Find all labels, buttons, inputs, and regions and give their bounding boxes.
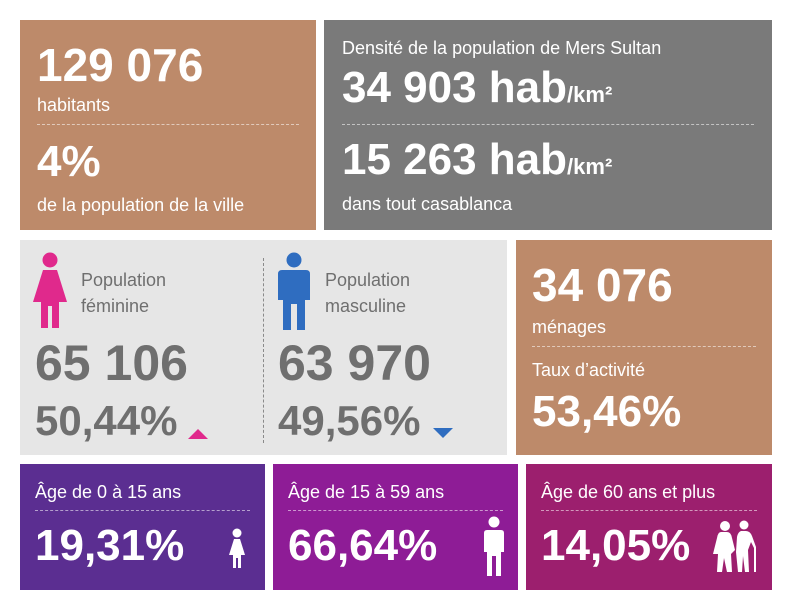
density-city-row: 15 263 hab/km² [342,138,612,182]
age-card-divider [288,510,503,511]
density-card: Densité de la population de Mers Sultan … [324,20,772,230]
households-divider [532,346,756,347]
age-card-0-15: Âge de 0 à 15 ans 19,31% [20,464,265,590]
male-icon [277,252,311,335]
gender-card: Population féminine 65 106 50,44% Popula… [20,240,507,455]
age-card-divider [35,510,250,511]
female-icon [32,252,68,333]
households-label: ménages [532,317,607,337]
female-label-line1: Population [81,270,167,290]
male-label-line1: Population [325,270,411,290]
age-card-label: Âge de 60 ans et plus [541,482,716,502]
female-percent: 50,44% [35,397,178,444]
adult-icon [483,516,505,581]
population-share-label: de la population de la ville [37,195,245,215]
density-city-unit: /km² [567,154,613,179]
activity-rate-value: 53,46% [532,387,682,436]
female-count: 65 106 [35,335,188,391]
age-card-label: Âge de 15 à 59 ans [288,482,445,502]
age-card-percent: 14,05% [541,521,691,570]
age-card-15-59: Âge de 15 à 59 ans 66,64% [273,464,518,590]
population-share-value: 4% [37,137,101,186]
density-title: Densité de la population de Mers Sultan [342,38,662,58]
age-card-60-plus: Âge de 60 ans et plus 14,05% [526,464,772,590]
gender-divider [263,258,264,443]
female-label-line2: féminine [81,296,150,316]
elderly-couple-icon [712,520,758,577]
density-district-unit: /km² [567,82,613,107]
density-district-value: 34 903 hab [342,63,568,112]
age-card-divider [541,510,757,511]
population-divider [37,124,299,125]
male-label-line2: masculine [325,296,407,316]
activity-rate-label: Taux d’activité [532,360,646,380]
age-card-label: Âge de 0 à 15 ans [35,482,182,502]
age-card-percent: 19,31% [35,521,185,570]
trend-down-icon [433,425,453,443]
male-percent: 49,56% [278,397,421,444]
density-city-value: 15 263 hab [342,135,568,184]
density-city-label: dans tout casablanca [342,194,513,214]
population-total-value: 129 076 [37,39,204,91]
households-card: 34 076 ménages Taux d’activité 53,46% [516,240,772,455]
child-icon [228,528,246,573]
density-district-row: 34 903 hab/km² [342,66,612,110]
age-card-percent: 66,64% [288,521,438,570]
households-value: 34 076 [532,259,673,311]
population-card: 129 076 habitants 4% de la population de… [20,20,316,230]
male-count: 63 970 [278,335,431,391]
density-divider [342,124,754,125]
trend-up-icon [188,426,208,444]
population-total-label: habitants [37,95,111,115]
